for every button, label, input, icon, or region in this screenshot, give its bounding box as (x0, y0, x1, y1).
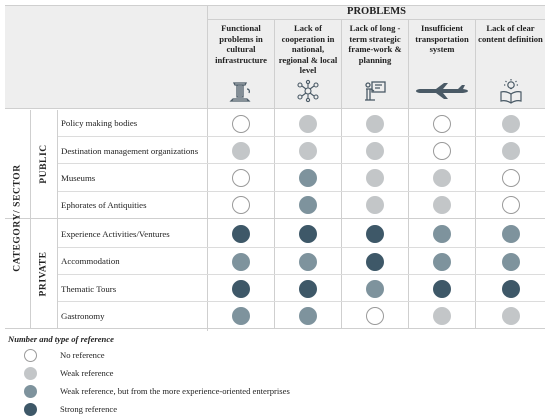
legend-circle-weak (24, 366, 37, 380)
reference-circle-weak (433, 307, 451, 325)
reference-circle-weak-exp (299, 169, 317, 187)
grid-line (5, 5, 545, 6)
row-divider (58, 247, 545, 248)
reference-circle-none (433, 141, 451, 160)
reference-circle-weak (299, 114, 317, 133)
reference-circle-weak (366, 141, 384, 160)
group-label-public-box: PUBLIC (31, 110, 57, 218)
column-header-3: Lack of long - term strategic frame-work… (348, 23, 402, 65)
column-header-4: Insufficient transportation system (415, 23, 469, 54)
reference-circle-strong (299, 225, 317, 244)
reference-circle-none (232, 169, 250, 187)
reference-circle-strong (501, 279, 520, 298)
reference-circle-weak-exp (299, 196, 317, 215)
reference-circle-weak (299, 141, 317, 160)
legend-circle-strong (24, 402, 37, 416)
reference-circle-weak-exp (232, 307, 250, 325)
presenter-board-icon (342, 76, 408, 106)
reference-circle-strong (433, 279, 451, 298)
reference-circle-weak-exp (366, 279, 384, 298)
grid-line (475, 20, 476, 328)
row-label: Experience Activities/Ventures (61, 229, 170, 240)
reference-circle-weak (232, 141, 250, 160)
reference-circle-none (501, 196, 520, 215)
grid-line (408, 20, 409, 328)
reference-circle-weak (433, 169, 451, 187)
grid-line (5, 328, 545, 329)
reference-circle-weak (433, 196, 451, 215)
reference-circle-strong (366, 225, 384, 244)
column-ruin-icon (208, 76, 274, 106)
reference-circle-none (232, 196, 250, 215)
problems-title: PROBLEMS (347, 6, 406, 17)
book-lightbulb-icon (476, 76, 545, 106)
reference-circle-weak (366, 114, 384, 133)
legend-item-none: No reference (24, 347, 105, 363)
row-label: Museums (61, 172, 96, 183)
reference-circle-weak-exp (433, 252, 451, 271)
reference-circle-weak (501, 307, 520, 325)
reference-circle-weak-exp (299, 252, 317, 271)
legend-circle-weak-exp (24, 384, 37, 398)
reference-circle-weak (366, 196, 384, 215)
row-label: Ephorates of Antiquities (61, 199, 147, 210)
legend-item-weak: Weak reference (24, 365, 113, 381)
category-sector-label-box: CATEGORY/ SECTOR (5, 110, 30, 326)
category-sector-label: CATEGORY/ SECTOR (12, 164, 23, 272)
group-label-public: PUBLIC (39, 144, 49, 184)
row-label: Policy making bodies (61, 118, 138, 129)
reference-circle-weak (501, 114, 520, 133)
grid-line (274, 20, 275, 328)
row-label: Accommodation (61, 256, 120, 267)
reference-circle-weak-exp (232, 252, 250, 271)
legend-label: Weak reference, but from the more experi… (60, 386, 290, 396)
grid-line (57, 110, 58, 328)
row-label: Gastronomy (61, 310, 105, 321)
group-label-private-box: PRIVATE (31, 220, 57, 328)
grid-line (5, 108, 545, 109)
reference-circle-weak-exp (433, 225, 451, 244)
column-header-5: Lack of clear content definition (478, 23, 543, 44)
row-divider (58, 274, 545, 276)
legend-label: No reference (60, 350, 105, 360)
reference-circle-strong (232, 225, 250, 244)
reference-circle-weak-exp (299, 307, 317, 325)
legend-item-weak-exp: Weak reference, but from the more experi… (24, 383, 290, 399)
airplane-icon (409, 76, 475, 106)
row-divider (58, 301, 545, 303)
reference-circle-weak (366, 169, 384, 187)
group-label-private: PRIVATE (39, 251, 49, 297)
row-divider (58, 190, 545, 192)
grid-line (341, 20, 342, 328)
reference-circle-weak (501, 141, 520, 160)
row-divider (58, 136, 545, 138)
legend-label: Strong reference (60, 404, 118, 414)
legend-circle-none (24, 348, 37, 362)
reference-circle-none (433, 114, 451, 133)
reference-circle-none (501, 169, 520, 187)
reference-circle-none (366, 307, 384, 325)
column-header-1: Functional problems in cultural infrastr… (215, 23, 267, 65)
row-label: Destination management organizations (61, 145, 199, 156)
column-header-2: Lack of cooperation in national, regiona… (278, 23, 338, 75)
grid-line (208, 19, 545, 20)
row-divider (58, 163, 545, 165)
grid-line (30, 110, 31, 328)
legend-title: Number and type of reference (8, 334, 114, 344)
grid-line (207, 5, 208, 331)
reference-circle-strong (366, 252, 384, 271)
reference-circle-strong (232, 279, 250, 298)
reference-circle-weak-exp (501, 225, 520, 244)
reference-circle-strong (299, 279, 317, 298)
reference-circle-none (232, 114, 250, 133)
legend-item-strong: Strong reference (24, 401, 117, 417)
grid-line (5, 218, 545, 219)
network-nodes-icon (275, 76, 341, 106)
reference-circle-weak-exp (501, 252, 520, 271)
row-label: Thematic Tours (61, 283, 117, 294)
legend-label: Weak reference (60, 368, 114, 378)
